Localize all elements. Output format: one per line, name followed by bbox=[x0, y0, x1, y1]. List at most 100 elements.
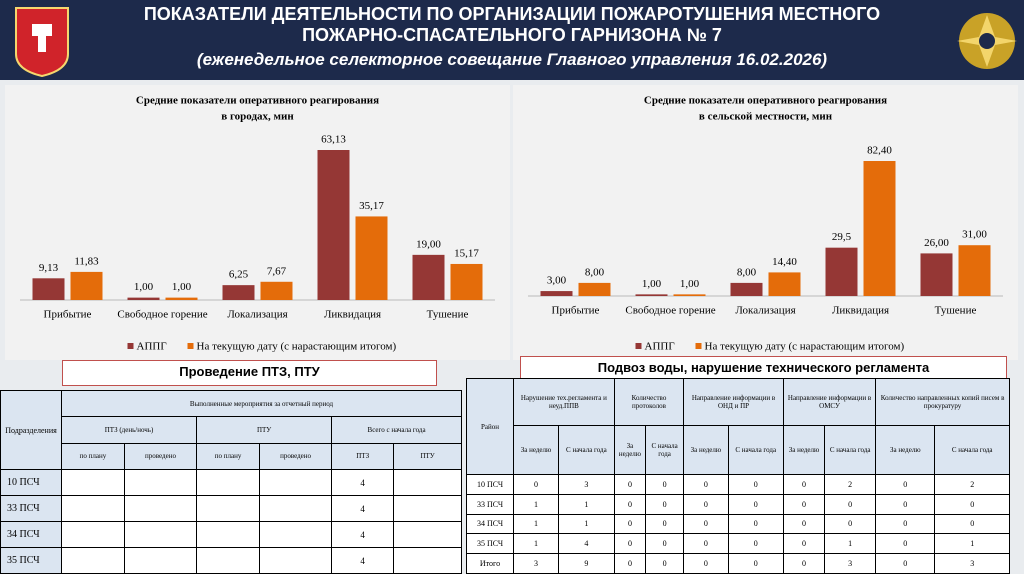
title-line: ПОЖАРНО-СПАСАТЕЛЬНОГО ГАРНИЗОНА № 7 bbox=[302, 25, 722, 45]
table-row: 33 ПСЧ 1 1 0 0 0 0 0 0 0 0 bbox=[466, 493, 1010, 515]
cell: 0 bbox=[683, 493, 729, 515]
cell: 1 bbox=[557, 493, 615, 515]
row-name: 10 ПСЧ bbox=[466, 474, 514, 495]
bar bbox=[222, 285, 255, 300]
header-cell: проведено bbox=[123, 442, 198, 471]
cell: 0 bbox=[613, 513, 647, 535]
cell bbox=[393, 521, 462, 548]
row-name: 34 ПСЧ bbox=[466, 513, 514, 535]
cell bbox=[196, 495, 260, 522]
legend-label: АППГ bbox=[137, 341, 167, 353]
cell: 0 bbox=[513, 474, 559, 495]
cell: 1 bbox=[513, 513, 559, 535]
cell bbox=[258, 521, 333, 548]
title: ПОКАЗАТЕЛИ ДЕЯТЕЛЬНОСТИ ПО ОРГАНИЗАЦИИ П… bbox=[80, 4, 944, 46]
bar bbox=[260, 281, 293, 300]
header-cell: За неделю bbox=[782, 425, 826, 475]
header-cell: проведено bbox=[258, 442, 333, 471]
data-label: 82,40 bbox=[867, 145, 892, 157]
cell: 1 bbox=[934, 533, 1010, 555]
cell: 2 bbox=[934, 474, 1010, 495]
data-label: 19,00 bbox=[416, 238, 441, 250]
cell bbox=[123, 521, 198, 548]
row-name: 33 ПСЧ bbox=[0, 495, 62, 522]
cell bbox=[393, 547, 462, 574]
header-cell: С начала года bbox=[934, 425, 1010, 475]
header-cell: За неделю bbox=[613, 425, 647, 475]
header-row: ПТЗ (день/ночь) ПТУ Всего с начала года bbox=[1, 416, 462, 444]
header-cell: За неделю bbox=[683, 425, 729, 475]
bar bbox=[540, 291, 573, 296]
cell: 0 bbox=[782, 513, 826, 535]
cell bbox=[61, 469, 125, 496]
cell: 0 bbox=[645, 474, 685, 495]
bar bbox=[317, 150, 350, 300]
x-tick-label: Ликвидация bbox=[324, 309, 381, 321]
cell: 0 bbox=[645, 553, 685, 574]
chart-title: в городах, мин bbox=[221, 111, 294, 123]
cell: 4 bbox=[331, 469, 395, 496]
cell: 0 bbox=[613, 533, 647, 555]
data-label: 7,67 bbox=[267, 265, 287, 277]
cell: 0 bbox=[683, 553, 729, 574]
bar bbox=[32, 278, 65, 300]
cell: 0 bbox=[645, 513, 685, 535]
bar bbox=[165, 297, 198, 300]
header-cell: С начала года bbox=[727, 425, 784, 475]
header-cell: ПТУ bbox=[196, 416, 333, 444]
cell: 0 bbox=[782, 553, 826, 574]
legend-label: На текущую дату (с нарастающим итогом) bbox=[705, 341, 905, 353]
chart-panel: Средние показатели оперативного реагиров… bbox=[513, 85, 1018, 360]
cell: 0 bbox=[727, 533, 784, 555]
cell: 2 bbox=[824, 474, 877, 495]
header-cell: Количество направленных копий писем в пр… bbox=[875, 378, 1010, 426]
cell: 0 bbox=[782, 474, 826, 495]
header-row: по плану проведено по плану проведено ПТЗ ПТУ bbox=[1, 442, 462, 471]
cell: 3 bbox=[824, 553, 877, 574]
cell: 0 bbox=[824, 493, 877, 515]
header-cell: Направление информации в ОМСУ bbox=[782, 378, 877, 426]
cell: 0 bbox=[934, 513, 1010, 535]
header-cell: Направление информации в ОНД и ПР bbox=[683, 378, 784, 426]
table-row: Итого 3 9 0 0 0 0 0 3 0 3 bbox=[466, 553, 1010, 574]
legend-label: На текущую дату (с нарастающим итогом) bbox=[197, 341, 397, 353]
x-tick-label: Локализация bbox=[735, 305, 795, 317]
cell bbox=[258, 469, 333, 496]
data-label: 8,00 bbox=[585, 266, 605, 278]
table-row: 35 ПСЧ 1 4 0 0 0 0 0 1 0 1 bbox=[466, 533, 1010, 555]
cell bbox=[61, 495, 125, 522]
cell bbox=[61, 547, 125, 574]
header-cell: Подразделения bbox=[0, 390, 62, 470]
row-name: Итого bbox=[466, 553, 514, 574]
header-row: Район Нарушение тех.регламента и неуд.ППВ… bbox=[466, 378, 1010, 475]
legend-label: АППГ bbox=[645, 341, 675, 353]
bar bbox=[450, 263, 483, 300]
data-label: 14,40 bbox=[772, 256, 797, 268]
cell: 3 bbox=[513, 553, 559, 574]
table-row: 34 ПСЧ 4 bbox=[0, 521, 462, 548]
cell: 0 bbox=[683, 533, 729, 555]
cell bbox=[258, 547, 333, 574]
data-label: 63,13 bbox=[321, 134, 346, 146]
ptz-table: Подразделения Выполненные мероприятия за … bbox=[0, 389, 462, 574]
cell: 0 bbox=[782, 493, 826, 515]
data-label: 26,00 bbox=[924, 237, 949, 249]
table-title: Проведение ПТЗ, ПТУ bbox=[62, 360, 437, 386]
data-label: 31,00 bbox=[962, 229, 987, 241]
cell: 0 bbox=[683, 474, 729, 495]
bar bbox=[635, 294, 668, 296]
row-name: 35 ПСЧ bbox=[466, 533, 514, 555]
cell bbox=[123, 469, 198, 496]
cell: 4 bbox=[331, 521, 395, 548]
cell: 0 bbox=[683, 513, 729, 535]
data-label: 8,00 bbox=[737, 266, 757, 278]
row-name: 35 ПСЧ bbox=[0, 547, 62, 574]
header-cell: Район bbox=[466, 378, 514, 475]
x-tick-label: Тушение bbox=[935, 305, 977, 317]
cell: 1 bbox=[824, 533, 877, 555]
table-title: Подвоз воды, нарушение технического регл… bbox=[520, 356, 1007, 380]
x-tick-label: Прибытие bbox=[44, 309, 92, 321]
subtitle: (еженедельное селекторное совещание Глав… bbox=[196, 50, 828, 69]
header: ПОКАЗАТЕЛИ ДЕЯТЕЛЬНОСТИ ПО ОРГАНИЗАЦИИ П… bbox=[0, 0, 1024, 80]
